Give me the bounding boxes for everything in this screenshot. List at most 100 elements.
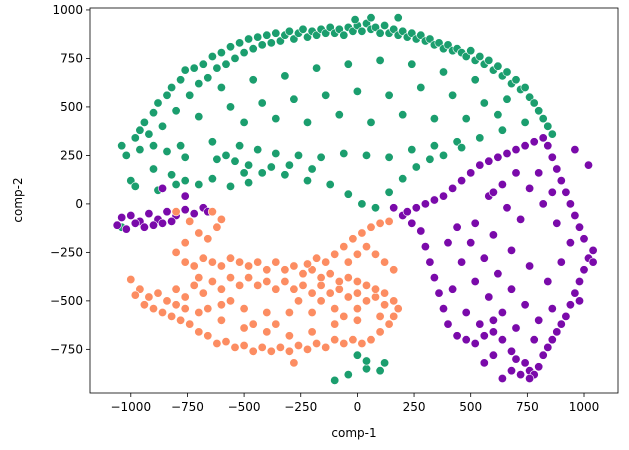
- point-1-28: [438, 304, 448, 314]
- point-0-92: [538, 114, 548, 124]
- point-0-6: [149, 108, 159, 118]
- point-0-175: [221, 150, 231, 160]
- point-1-117: [516, 370, 526, 380]
- point-0-141: [167, 170, 177, 180]
- point-1-120: [583, 160, 593, 170]
- point-2-77: [325, 269, 335, 279]
- point-1-65: [520, 141, 530, 151]
- point-1-17: [149, 220, 159, 230]
- point-2-131: [216, 214, 226, 224]
- point-2-28: [380, 300, 390, 310]
- point-1-24: [420, 242, 430, 252]
- point-1-70: [475, 160, 485, 170]
- point-0-155: [398, 174, 408, 184]
- point-0-48: [339, 30, 349, 40]
- point-2-54: [185, 319, 195, 329]
- point-1-61: [547, 152, 557, 162]
- point-2-7: [189, 280, 199, 290]
- point-0-137: [461, 114, 471, 124]
- point-1-115: [529, 335, 539, 345]
- point-0-124: [343, 59, 353, 69]
- point-1-71: [466, 168, 476, 178]
- point-1-100: [538, 199, 548, 209]
- point-1-106: [502, 203, 512, 213]
- x-tick-label: −250: [284, 400, 317, 414]
- point-1-110: [448, 284, 458, 294]
- point-2-123: [293, 296, 303, 306]
- point-1-51: [579, 265, 589, 275]
- point-1-113: [488, 315, 498, 325]
- point-2-30: [393, 304, 403, 314]
- point-0-142: [180, 176, 190, 186]
- point-1-35: [497, 335, 507, 345]
- point-2-16: [271, 284, 281, 294]
- point-2-74: [298, 269, 308, 279]
- point-2-128: [180, 238, 190, 248]
- point-0-3: [135, 145, 145, 155]
- point-2-55: [176, 315, 186, 325]
- point-0-135: [398, 110, 408, 120]
- point-0-102: [339, 149, 349, 159]
- point-2-95: [389, 265, 399, 275]
- point-2-66: [226, 253, 236, 263]
- point-0-36: [284, 26, 294, 36]
- point-0-161: [149, 141, 159, 151]
- point-0-23: [226, 42, 236, 52]
- point-1-30: [452, 331, 462, 341]
- point-1-109: [547, 187, 557, 197]
- point-0-179: [366, 13, 376, 23]
- point-0-122: [280, 71, 290, 81]
- point-0-167: [266, 162, 276, 172]
- point-2-110: [194, 273, 204, 283]
- point-1-38: [520, 358, 530, 368]
- point-1-44: [547, 335, 557, 345]
- point-2-135: [203, 234, 213, 244]
- point-2-33: [375, 327, 385, 337]
- point-1-58: [561, 187, 571, 197]
- point-0-148: [280, 170, 290, 180]
- point-0-113: [289, 94, 299, 104]
- point-2-62: [189, 261, 199, 271]
- point-1-94: [506, 245, 516, 255]
- point-0-100: [293, 150, 303, 160]
- point-0-178: [393, 13, 403, 23]
- point-2-115: [307, 307, 317, 317]
- point-1-77: [411, 203, 421, 213]
- point-0-86: [511, 75, 521, 85]
- point-2-18: [289, 284, 299, 294]
- point-2-29: [389, 296, 399, 306]
- point-0-180: [330, 375, 340, 385]
- point-0-29: [253, 32, 263, 42]
- point-0-169: [307, 164, 317, 174]
- point-0-82: [493, 61, 503, 71]
- point-2-129: [194, 228, 204, 238]
- point-1-13: [112, 220, 122, 230]
- point-2-69: [253, 257, 263, 267]
- point-2-87: [366, 222, 376, 232]
- point-1-124: [588, 257, 598, 267]
- point-2-1: [135, 284, 145, 294]
- point-1-122: [479, 358, 489, 368]
- point-0-16: [194, 79, 204, 89]
- point-1-42: [538, 350, 548, 360]
- point-2-45: [266, 346, 276, 356]
- y-tick-label: 250: [60, 148, 83, 162]
- point-0-25: [235, 38, 245, 48]
- point-0-116: [384, 90, 394, 100]
- point-2-0: [126, 274, 136, 284]
- point-1-123: [488, 350, 498, 360]
- point-0-15: [189, 63, 199, 73]
- point-1-8: [189, 209, 199, 219]
- point-0-33: [271, 28, 281, 38]
- point-1-75: [429, 195, 439, 205]
- point-2-10: [216, 284, 226, 294]
- point-1-114: [511, 323, 521, 333]
- point-1-67: [502, 149, 512, 159]
- point-2-106: [307, 327, 317, 337]
- point-0-146: [244, 178, 254, 188]
- point-2-50: [221, 337, 231, 347]
- point-1-29: [443, 319, 453, 329]
- point-0-21: [216, 48, 226, 58]
- point-0-152: [357, 199, 367, 209]
- point-1-105: [516, 214, 526, 224]
